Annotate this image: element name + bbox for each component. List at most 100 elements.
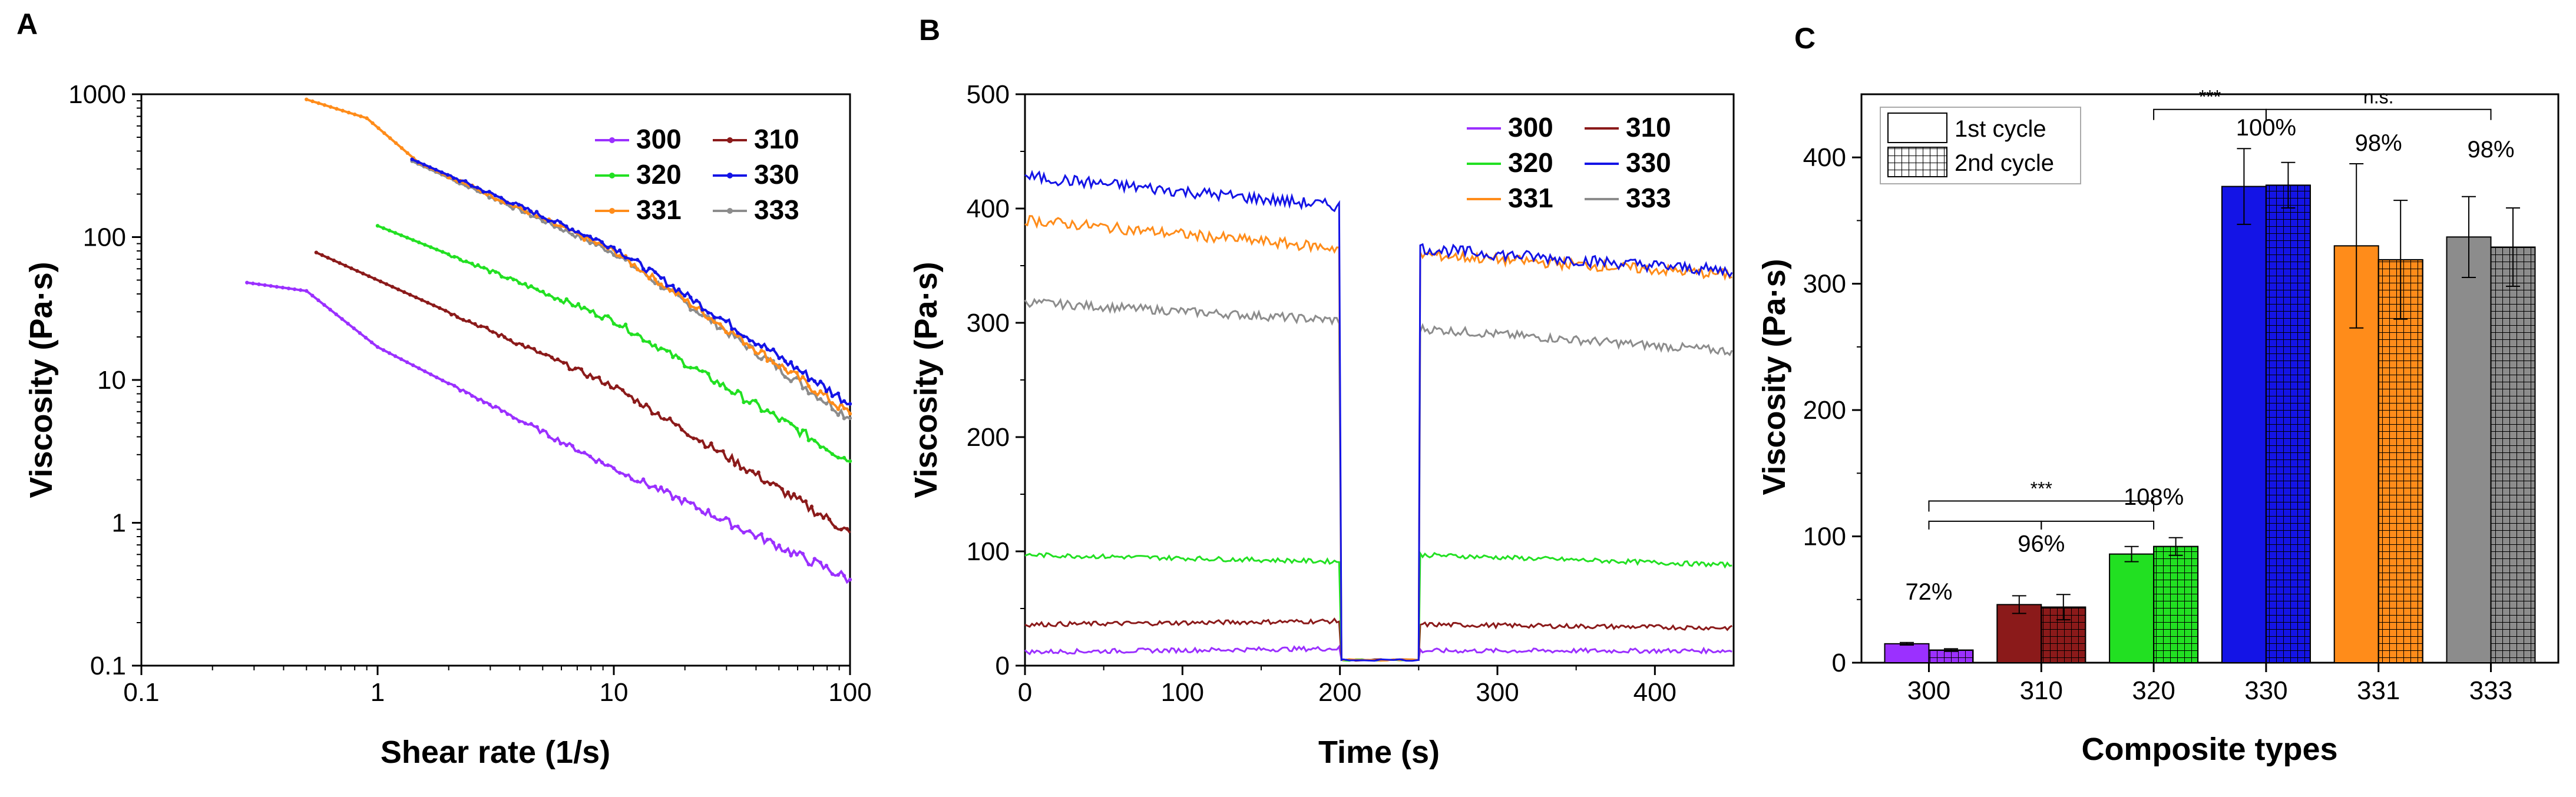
c-ytick-label: 100 [1803,522,1846,551]
a-series-300-point [801,551,805,556]
a-series-300-point [452,383,457,388]
a-series-333-point [695,309,699,314]
b-xtick-label: 100 [1161,678,1204,707]
a-series-310-point [585,375,590,379]
a-series-330-point [582,233,586,238]
a-series-320-point [830,452,835,457]
a-series-320-point [724,386,728,391]
a-series-300-point [286,286,291,290]
a-legend-label-320: 320 [636,159,682,190]
panel-a-frame [140,93,851,667]
a-series-310-point [449,312,454,317]
a-series-331-point [376,126,381,130]
a-series-300-point [623,474,628,478]
a-series-300-point [375,345,380,349]
a-series-310-point [756,470,760,475]
a-series-330-point [777,356,781,361]
a-series-310-point [809,504,814,509]
b-ytick-label: 100 [967,537,1010,566]
a-series-330-point [635,257,640,262]
a-series-320-point [606,314,610,318]
a-series-333-point [606,249,610,254]
a-series-310-point [644,402,649,406]
a-xtick-label: 100 [828,678,871,707]
a-series-310-point [361,272,365,276]
panel-c-frame [1860,93,2560,664]
a-series-310-point [414,295,418,300]
a-series-330-point [695,299,699,303]
panel-b-ylabel: Viscosity (Pa·s) [908,262,944,498]
a-series-300-point [647,485,652,490]
c-legend-label-1st: 1st cycle [1955,116,2046,142]
a-series-300-point [736,524,740,528]
a-series-310-point [692,436,696,441]
a-legend-label-331: 331 [636,194,682,225]
a-series-333-point [836,413,841,417]
a-series-310-point [491,330,495,334]
c-significance-bracket [2265,108,2492,120]
a-series-330-point [570,227,574,232]
a-series-331-point [365,116,369,120]
a-legend-marker-330 [727,173,733,178]
a-series-320-point [588,310,593,314]
a-series-333-point [659,286,663,290]
a-series-331-point [683,299,687,303]
a-series-331-point [801,375,805,379]
a-series-310-point [561,361,566,365]
a-series-310-point [786,490,790,494]
a-series-320-point [812,438,817,443]
a-series-320-point [795,426,799,431]
a-series-300-point [600,460,604,465]
a-series-331-point [653,277,657,282]
b-xtick-label: 0 [1018,678,1032,707]
a-legend-marker-333 [727,208,733,214]
a-series-320-point [529,284,533,288]
c-significance-label: n.s. [2363,87,2394,108]
a-series-320-point [429,245,433,249]
a-series-310-point [438,306,442,310]
a-series-310-point [332,258,336,263]
a-series-300-point [824,563,829,568]
a-series-320-point [423,243,427,247]
a-series-331-point [842,406,846,411]
a-series-300-point [280,286,285,290]
a-series-300-point [529,422,533,426]
c-bar-hatch-333 [2490,246,2536,663]
a-series-300-point [275,285,279,289]
b-legend-label-330: 330 [1626,147,1671,178]
a-series-320-point [517,281,521,285]
a-series-330-point [588,234,592,239]
a-series-310-point [461,318,465,322]
a-series-320-point [523,282,527,286]
b-ytick-label: 0 [996,652,1010,680]
a-series-310-point [544,352,548,357]
c-ytick-label: 400 [1803,143,1846,172]
a-series-320-point [748,401,752,405]
a-series-330-point [836,391,841,395]
a-series-320-point [753,398,758,403]
a-series-320-point [771,411,775,415]
a-series-300-line [247,281,851,584]
a-series-310-point [792,492,796,496]
a-series-300-point [500,409,504,414]
a-series-330-point [818,379,823,383]
a-series-310-point [609,385,613,389]
a-series-330-point [748,339,752,343]
a-legend-label-333: 333 [754,194,799,225]
a-series-310-point [721,449,725,453]
a-series-300-point [251,282,255,286]
a-series-330-point [499,196,503,200]
a-series-331-point [399,146,404,150]
a-series-330-point [742,334,746,339]
b-ytick-label: 300 [967,309,1010,338]
a-series-300-point [416,366,421,371]
a-series-300-point [470,393,474,398]
c-recovery-label: 98% [2355,130,2402,156]
a-series-310-point [372,277,377,281]
a-series-310-point [815,512,820,517]
a-series-300-point [629,477,634,481]
a-series-330-point [706,310,710,315]
a-series-330-point [451,176,456,180]
panel-a: A 0.1 1 10 100 0.1 1 10 100 1000 300 310 320 330 331… [16,8,872,770]
